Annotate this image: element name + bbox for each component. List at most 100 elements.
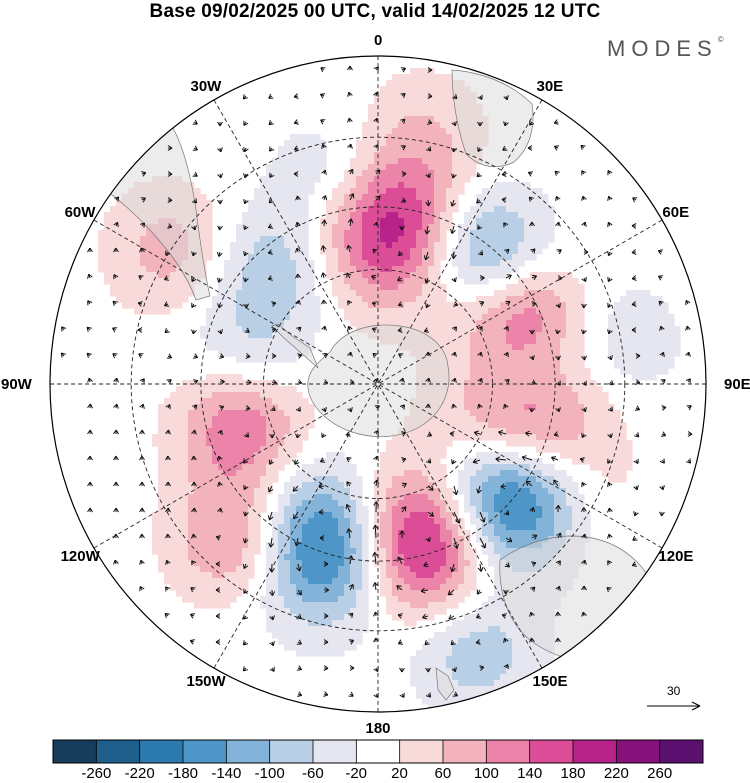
- wind-vector: [348, 168, 354, 175]
- wind-vector: [296, 613, 302, 619]
- wind-vector: [477, 94, 483, 100]
- wind-vector: [295, 563, 302, 572]
- wind-vector: [529, 221, 535, 227]
- wind-vector: [555, 329, 561, 335]
- wind-vector: [217, 277, 223, 283]
- wind-vector: [269, 615, 275, 621]
- wind-vector: [167, 197, 173, 203]
- wind-vector: [477, 377, 483, 384]
- wind-vector: [420, 587, 429, 594]
- wind-vector: [451, 459, 457, 465]
- colorbar-tick-0: -260: [81, 765, 112, 782]
- wind-vector: [347, 300, 353, 306]
- wind-vector: [447, 589, 455, 596]
- wind-vector: [242, 458, 249, 464]
- wind-vector: [217, 147, 223, 153]
- wind-vector: [371, 301, 377, 307]
- wind-vector: [320, 272, 327, 279]
- wind-vector: [112, 327, 118, 333]
- wind-vector: [293, 511, 299, 520]
- wind-vector: [319, 535, 325, 541]
- wind-vector: [215, 561, 221, 567]
- wind-vector: [401, 506, 407, 513]
- wind-vector: [215, 639, 221, 645]
- wind-vector: [685, 378, 691, 384]
- wind-vector: [503, 403, 509, 410]
- wind-vector: [525, 480, 533, 487]
- wind-vector: [87, 455, 93, 461]
- lon-label-180: 180: [365, 719, 391, 737]
- wind-vector: [243, 147, 249, 153]
- wind-vector: [503, 121, 509, 127]
- wind-vector: [607, 329, 613, 335]
- wind-vector: [138, 353, 144, 359]
- wind-vector: [267, 223, 274, 229]
- wind-vector: [581, 559, 587, 565]
- wind-vector: [269, 641, 275, 647]
- wind-vector: [87, 507, 93, 513]
- wind-vector: [139, 586, 145, 592]
- wind-vector: [530, 248, 536, 254]
- wind-vector: [504, 562, 510, 568]
- wind-vector: [217, 225, 223, 231]
- wind-vector: [113, 559, 119, 565]
- wind-vector: [349, 193, 355, 201]
- brand-mark: ©: [717, 34, 724, 44]
- wind-vector: [556, 532, 562, 539]
- wind-vector: [685, 351, 691, 357]
- wind-vector: [268, 198, 274, 204]
- wind-vector: [267, 249, 273, 255]
- wind-vector: [86, 352, 92, 358]
- wind-vector: [581, 329, 587, 335]
- wind-vector: [139, 533, 145, 539]
- wind-vector: [191, 251, 197, 257]
- wind-vector: [580, 507, 587, 513]
- wind-vector: [167, 171, 173, 177]
- wind-vector: [192, 171, 198, 177]
- colorbar-swatch-12: [573, 740, 617, 763]
- wind-vector: [397, 301, 403, 307]
- wind-vector: [553, 119, 559, 125]
- wind-vector: [166, 353, 173, 359]
- wind-vector: [581, 170, 587, 176]
- wind-vector: [163, 301, 170, 307]
- wind-vector: [399, 530, 406, 539]
- colorbar-swatch-14: [659, 740, 704, 763]
- wind-vector: [349, 665, 355, 671]
- wind-vector: [243, 277, 249, 283]
- wind-vector: [527, 171, 534, 177]
- wind-vector: [581, 355, 587, 361]
- wind-vector: [268, 485, 274, 493]
- wind-vector: [635, 379, 641, 385]
- wind-vector: [476, 485, 482, 494]
- wind-vector: [607, 458, 613, 464]
- wind-vector: [607, 507, 613, 513]
- colorbar-frame: [52, 739, 704, 764]
- wind-vector: [504, 510, 510, 516]
- wind-vector: [400, 145, 406, 151]
- latitude-circle-0: [130, 136, 626, 632]
- wind-vector: [425, 403, 431, 409]
- wind-vector: [268, 537, 275, 548]
- wind-vector: [243, 120, 249, 126]
- wind-vector: [138, 275, 144, 281]
- wind-vector: [346, 481, 352, 487]
- wind-vector: [498, 430, 507, 436]
- wind-vector: [324, 587, 330, 593]
- wind-vector: [242, 537, 249, 544]
- wind-vector: [451, 121, 457, 127]
- wind-vector: [373, 611, 379, 617]
- wind-vector: [424, 640, 430, 646]
- wind-vector: [659, 325, 665, 331]
- wind-vector: [113, 507, 119, 513]
- wind-vector: [87, 377, 93, 383]
- wind-vector: [217, 329, 223, 335]
- wind-vector: [269, 589, 276, 596]
- wind-vector: [607, 433, 613, 439]
- wind-vector: [555, 505, 562, 513]
- wind-vector: [372, 582, 379, 591]
- wind-vector: [633, 458, 639, 464]
- wind-vector: [581, 195, 587, 201]
- wind-vector: [113, 221, 119, 228]
